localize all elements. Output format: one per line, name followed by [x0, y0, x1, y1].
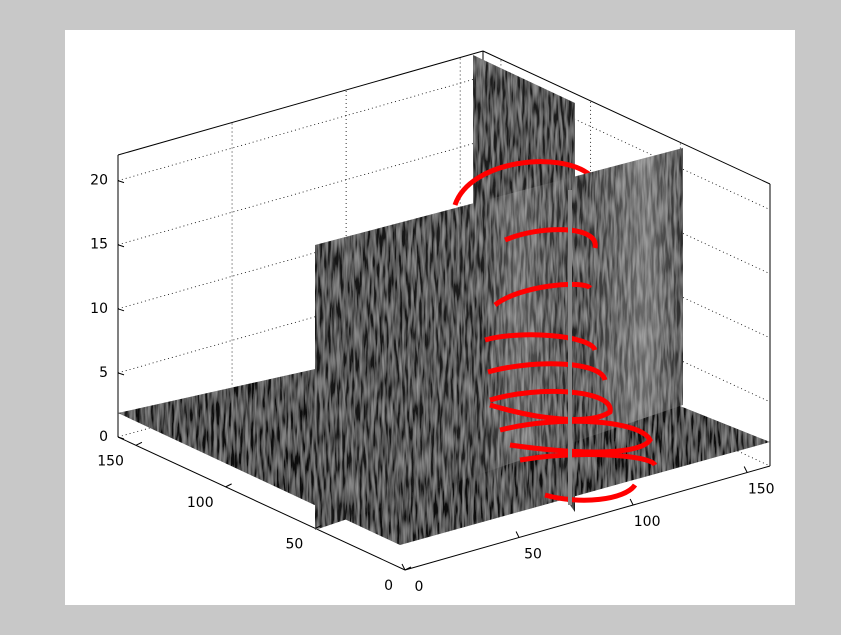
z-tick-label: 10	[90, 301, 108, 317]
figure: 0 5 10 15 20 0 50 100 150 0 50 100 150	[0, 0, 841, 635]
y-tick-label: 150	[97, 453, 124, 469]
page: {"chart_data": {"type": "slice3d", "xlim…	[0, 0, 841, 635]
z-tick-label: 15	[90, 237, 108, 253]
y-tick-label: 0	[384, 578, 393, 594]
z-tick-label: 20	[90, 173, 108, 189]
y-tick-label: 100	[187, 495, 214, 511]
z-tick-label: 5	[99, 365, 108, 381]
x-tick-label: 50	[524, 547, 542, 563]
y-tick-label: 50	[285, 536, 303, 552]
x-tick-label: 150	[748, 482, 775, 498]
z-tick-label: 0	[99, 429, 108, 445]
x-tick-label: 100	[634, 514, 661, 530]
x-tick-label: 0	[415, 579, 424, 595]
